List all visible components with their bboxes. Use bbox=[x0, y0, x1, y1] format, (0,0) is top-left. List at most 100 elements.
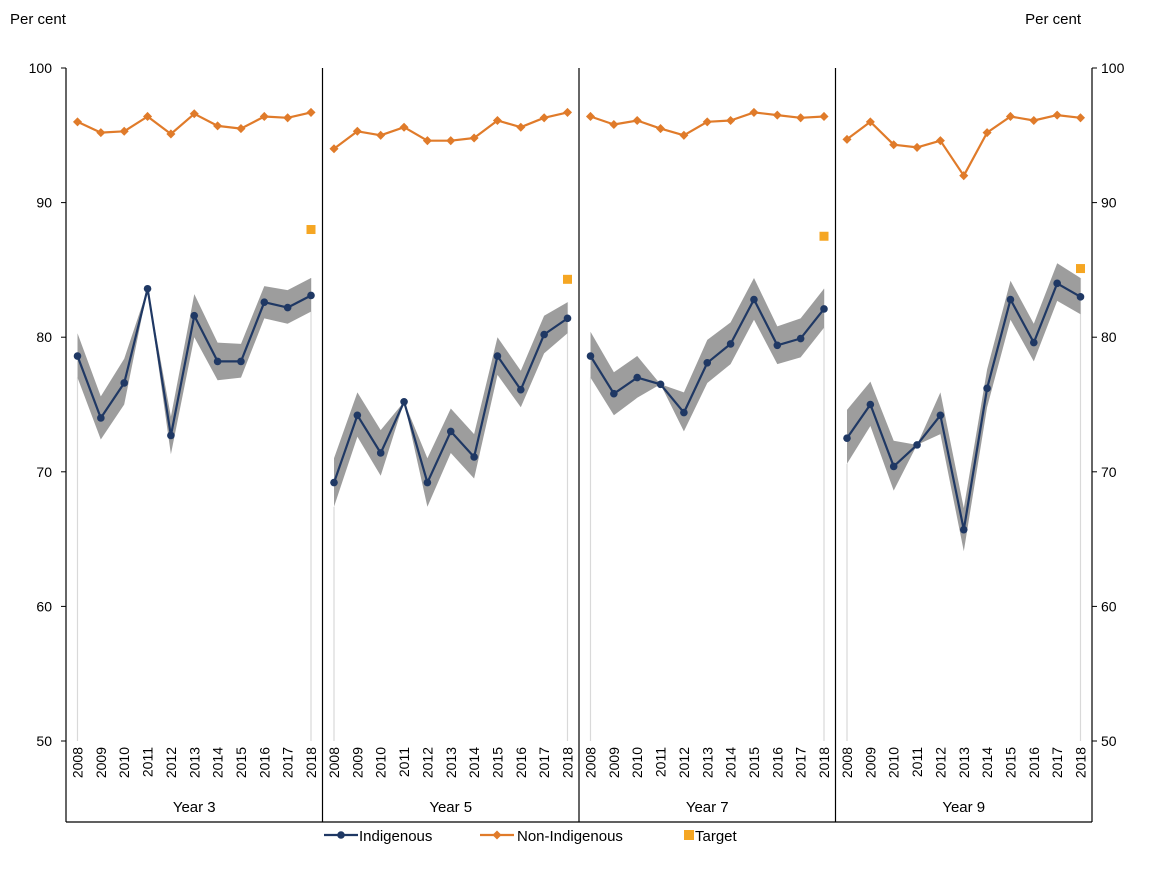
x-tick-label: 2016 bbox=[769, 747, 785, 778]
non-indigenous-point bbox=[306, 107, 316, 117]
y-tick-label-right: 60 bbox=[1101, 598, 1117, 614]
x-tick-label: 2013 bbox=[699, 747, 715, 778]
panel-label: Year 9 bbox=[942, 799, 985, 816]
confidence-band bbox=[590, 278, 824, 432]
non-indigenous-point bbox=[912, 142, 922, 152]
x-tick-label: 2010 bbox=[629, 747, 645, 778]
non-indigenous-point bbox=[259, 111, 269, 121]
y-tick-label-left: 60 bbox=[36, 598, 52, 614]
indigenous-point bbox=[1076, 293, 1085, 301]
y-tick-label-left: 90 bbox=[36, 195, 52, 211]
non-indigenous-point bbox=[772, 110, 782, 120]
non-indigenous-point bbox=[189, 109, 199, 119]
non-indigenous-point bbox=[376, 130, 386, 140]
indigenous-point bbox=[73, 352, 82, 360]
x-tick-label: 2008 bbox=[326, 747, 342, 778]
x-tick-label: 2010 bbox=[886, 747, 902, 778]
x-tick-label: 2018 bbox=[1073, 747, 1089, 778]
y-tick-label-left: 50 bbox=[36, 733, 52, 749]
panel-year-5: 2008 2009 2010 2011 2012 2013 2014 2015 2016 2017… bbox=[326, 107, 576, 816]
indigenous-point bbox=[260, 298, 269, 307]
non-indigenous-point bbox=[749, 107, 759, 117]
indigenous-point bbox=[190, 311, 199, 320]
legend-non-indigenous-marker bbox=[492, 830, 502, 840]
non-indigenous-point bbox=[283, 113, 293, 123]
non-indigenous-point bbox=[679, 130, 689, 140]
indigenous-point bbox=[726, 340, 735, 348]
indigenous-point bbox=[540, 330, 548, 339]
target-marker bbox=[563, 274, 572, 284]
x-tick-label: 2012 bbox=[163, 747, 179, 778]
x-tick-label: 2015 bbox=[1002, 747, 1018, 778]
non-indigenous-point bbox=[399, 122, 409, 132]
x-tick-label: 2014 bbox=[979, 747, 995, 778]
non-indigenous-point bbox=[609, 120, 619, 130]
indigenous-point bbox=[353, 411, 362, 420]
indigenous-point bbox=[703, 358, 712, 367]
indigenous-point bbox=[750, 295, 758, 304]
indigenous-series-line bbox=[332, 317, 569, 484]
indigenous-point bbox=[820, 305, 828, 313]
non-indigenous-point bbox=[585, 111, 596, 121]
x-tick-label: 2015 bbox=[233, 747, 249, 778]
indigenous-point bbox=[446, 427, 455, 436]
non-indigenous-point bbox=[982, 128, 992, 138]
panel-year-9: 2008 2009 2010 2011 2012 2013 2014 2015 2016 2017… bbox=[839, 110, 1089, 816]
indigenous-point bbox=[983, 384, 991, 393]
indigenous-point bbox=[633, 373, 641, 382]
indigenous-point bbox=[167, 431, 175, 440]
indigenous-point bbox=[796, 334, 805, 343]
x-tick-label: 2016 bbox=[256, 747, 272, 778]
non-indigenous-point bbox=[796, 113, 806, 123]
indigenous-point bbox=[866, 400, 875, 409]
non-indigenous-point bbox=[1029, 115, 1039, 126]
non-indigenous-point bbox=[119, 126, 129, 136]
x-tick-label: 2008 bbox=[70, 747, 86, 778]
x-tick-label: 2008 bbox=[583, 747, 599, 778]
non-indigenous-point bbox=[819, 111, 829, 121]
non-indigenous-point bbox=[726, 115, 736, 126]
indigenous-point bbox=[936, 411, 945, 420]
x-tick-label: 2009 bbox=[606, 747, 622, 778]
x-tick-label: 2011 bbox=[653, 747, 669, 777]
x-tick-label: 2008 bbox=[839, 747, 855, 778]
x-tick-label: 2018 bbox=[816, 747, 832, 778]
non-indigenous-point bbox=[632, 115, 642, 126]
panel-label: Year 7 bbox=[686, 799, 729, 816]
x-tick-label: 2010 bbox=[116, 747, 132, 778]
confidence-band bbox=[77, 278, 311, 455]
legend: Indigenous Non-Indigenous Target bbox=[324, 828, 738, 845]
non-indigenous-point bbox=[446, 136, 456, 146]
indigenous-point bbox=[843, 434, 851, 442]
panel-label: Year 3 bbox=[173, 799, 216, 816]
y-tick-label-right: 80 bbox=[1101, 329, 1117, 345]
non-indigenous-point bbox=[1052, 110, 1062, 120]
x-tick-label: 2012 bbox=[932, 747, 948, 778]
x-tick-label: 2011 bbox=[396, 747, 412, 777]
left-axis-label: Per cent bbox=[10, 11, 67, 28]
non-indigenous-point bbox=[422, 136, 432, 146]
non-indigenous-point bbox=[1075, 113, 1086, 123]
x-tick-label: 2014 bbox=[466, 747, 482, 778]
x-tick-label: 2016 bbox=[513, 747, 529, 778]
indigenous-point bbox=[330, 478, 338, 487]
indigenous-point bbox=[400, 398, 408, 406]
indigenous-point bbox=[1053, 279, 1061, 288]
non-indigenous-point bbox=[539, 113, 549, 123]
x-tick-label: 2017 bbox=[280, 747, 296, 778]
non-indigenous-point bbox=[213, 121, 223, 131]
y-tick-label-right: 50 bbox=[1101, 733, 1117, 749]
indigenous-point bbox=[1030, 338, 1038, 347]
indigenous-point bbox=[563, 314, 572, 323]
indigenous-point bbox=[423, 478, 432, 487]
y-tick-label-right: 90 bbox=[1101, 195, 1117, 211]
non-indigenous-point bbox=[865, 117, 875, 127]
panel-year-3: 2008 2009 2010 2011 2012 2013 2014 2015 2016 2017… bbox=[70, 107, 319, 816]
indigenous-point bbox=[493, 352, 502, 360]
x-tick-label: 2012 bbox=[419, 747, 435, 778]
panel-year-7: 2008 2009 2010 2011 2012 2013 2014 2015 2016 2017… bbox=[583, 107, 832, 816]
y-tick-label-right: 70 bbox=[1101, 464, 1117, 480]
x-tick-label: 2009 bbox=[93, 747, 109, 778]
legend-target-label: Target bbox=[695, 828, 738, 845]
indigenous-point bbox=[237, 357, 245, 366]
